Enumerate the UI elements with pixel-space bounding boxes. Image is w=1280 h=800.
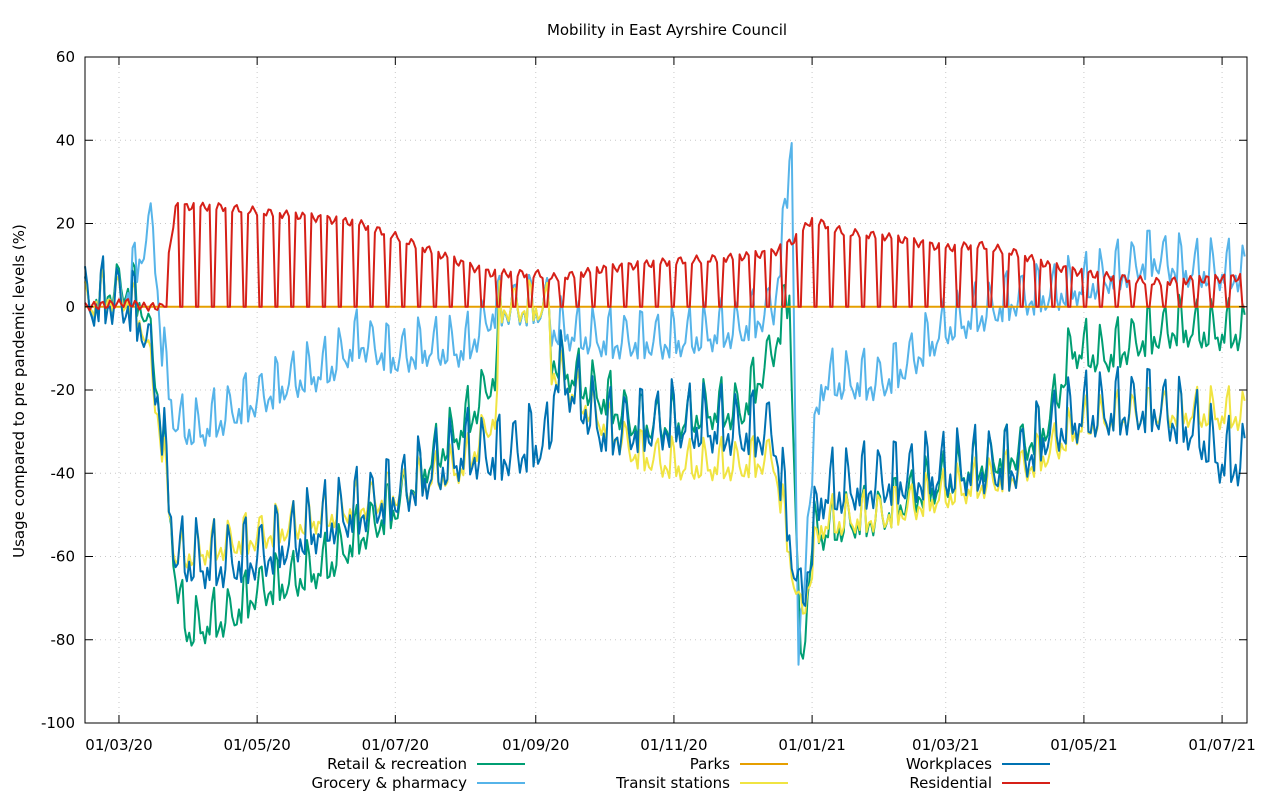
legend-label: Workplaces xyxy=(906,755,992,773)
x-tick-label: 01/11/20 xyxy=(640,736,707,754)
y-axis-label: Usage compared to pre pandemic levels (%… xyxy=(10,224,28,558)
y-tick-label: -80 xyxy=(51,631,76,649)
series-line-retail-recreation xyxy=(84,259,1246,660)
x-tick-label: 01/05/21 xyxy=(1050,736,1117,754)
y-tick-label: 20 xyxy=(56,215,75,233)
x-tick-label: 01/01/21 xyxy=(778,736,845,754)
grid xyxy=(85,57,1247,723)
axes: -100 -80 -60 -40 -20 0 20 40 60 01/03/20 01/05/20 0… xyxy=(41,48,1256,754)
x-tick-label: 01/07/21 xyxy=(1188,736,1255,754)
legend-label: Retail & recreation xyxy=(327,755,467,773)
series-layer xyxy=(84,142,1246,666)
x-tick-label: 01/03/21 xyxy=(912,736,979,754)
y-tick-label: -40 xyxy=(51,464,76,482)
series-line-workplaces xyxy=(84,255,1246,607)
chart-title: Mobility in East Ayrshire Council xyxy=(547,21,787,39)
legend-label: Parks xyxy=(690,755,730,773)
series-line-transit-stations xyxy=(84,268,1246,615)
x-tick-label: 01/07/20 xyxy=(362,736,429,754)
y-tick-label: -100 xyxy=(41,714,75,732)
y-tick-label: -20 xyxy=(51,381,76,399)
y-tick-label: 60 xyxy=(56,48,75,66)
legend-label: Grocery & pharmacy xyxy=(312,774,468,792)
legend-label: Transit stations xyxy=(615,774,730,792)
x-tick-label: 01/05/20 xyxy=(223,736,290,754)
y-tick-label: 0 xyxy=(65,298,75,316)
x-tick-label: 01/09/20 xyxy=(502,736,569,754)
series-line-residential xyxy=(84,201,1245,312)
y-tick-label: -60 xyxy=(51,548,76,566)
y-tick-label: 40 xyxy=(56,131,75,149)
x-tick-label: 01/03/20 xyxy=(85,736,152,754)
legend-label: Residential xyxy=(909,774,992,792)
